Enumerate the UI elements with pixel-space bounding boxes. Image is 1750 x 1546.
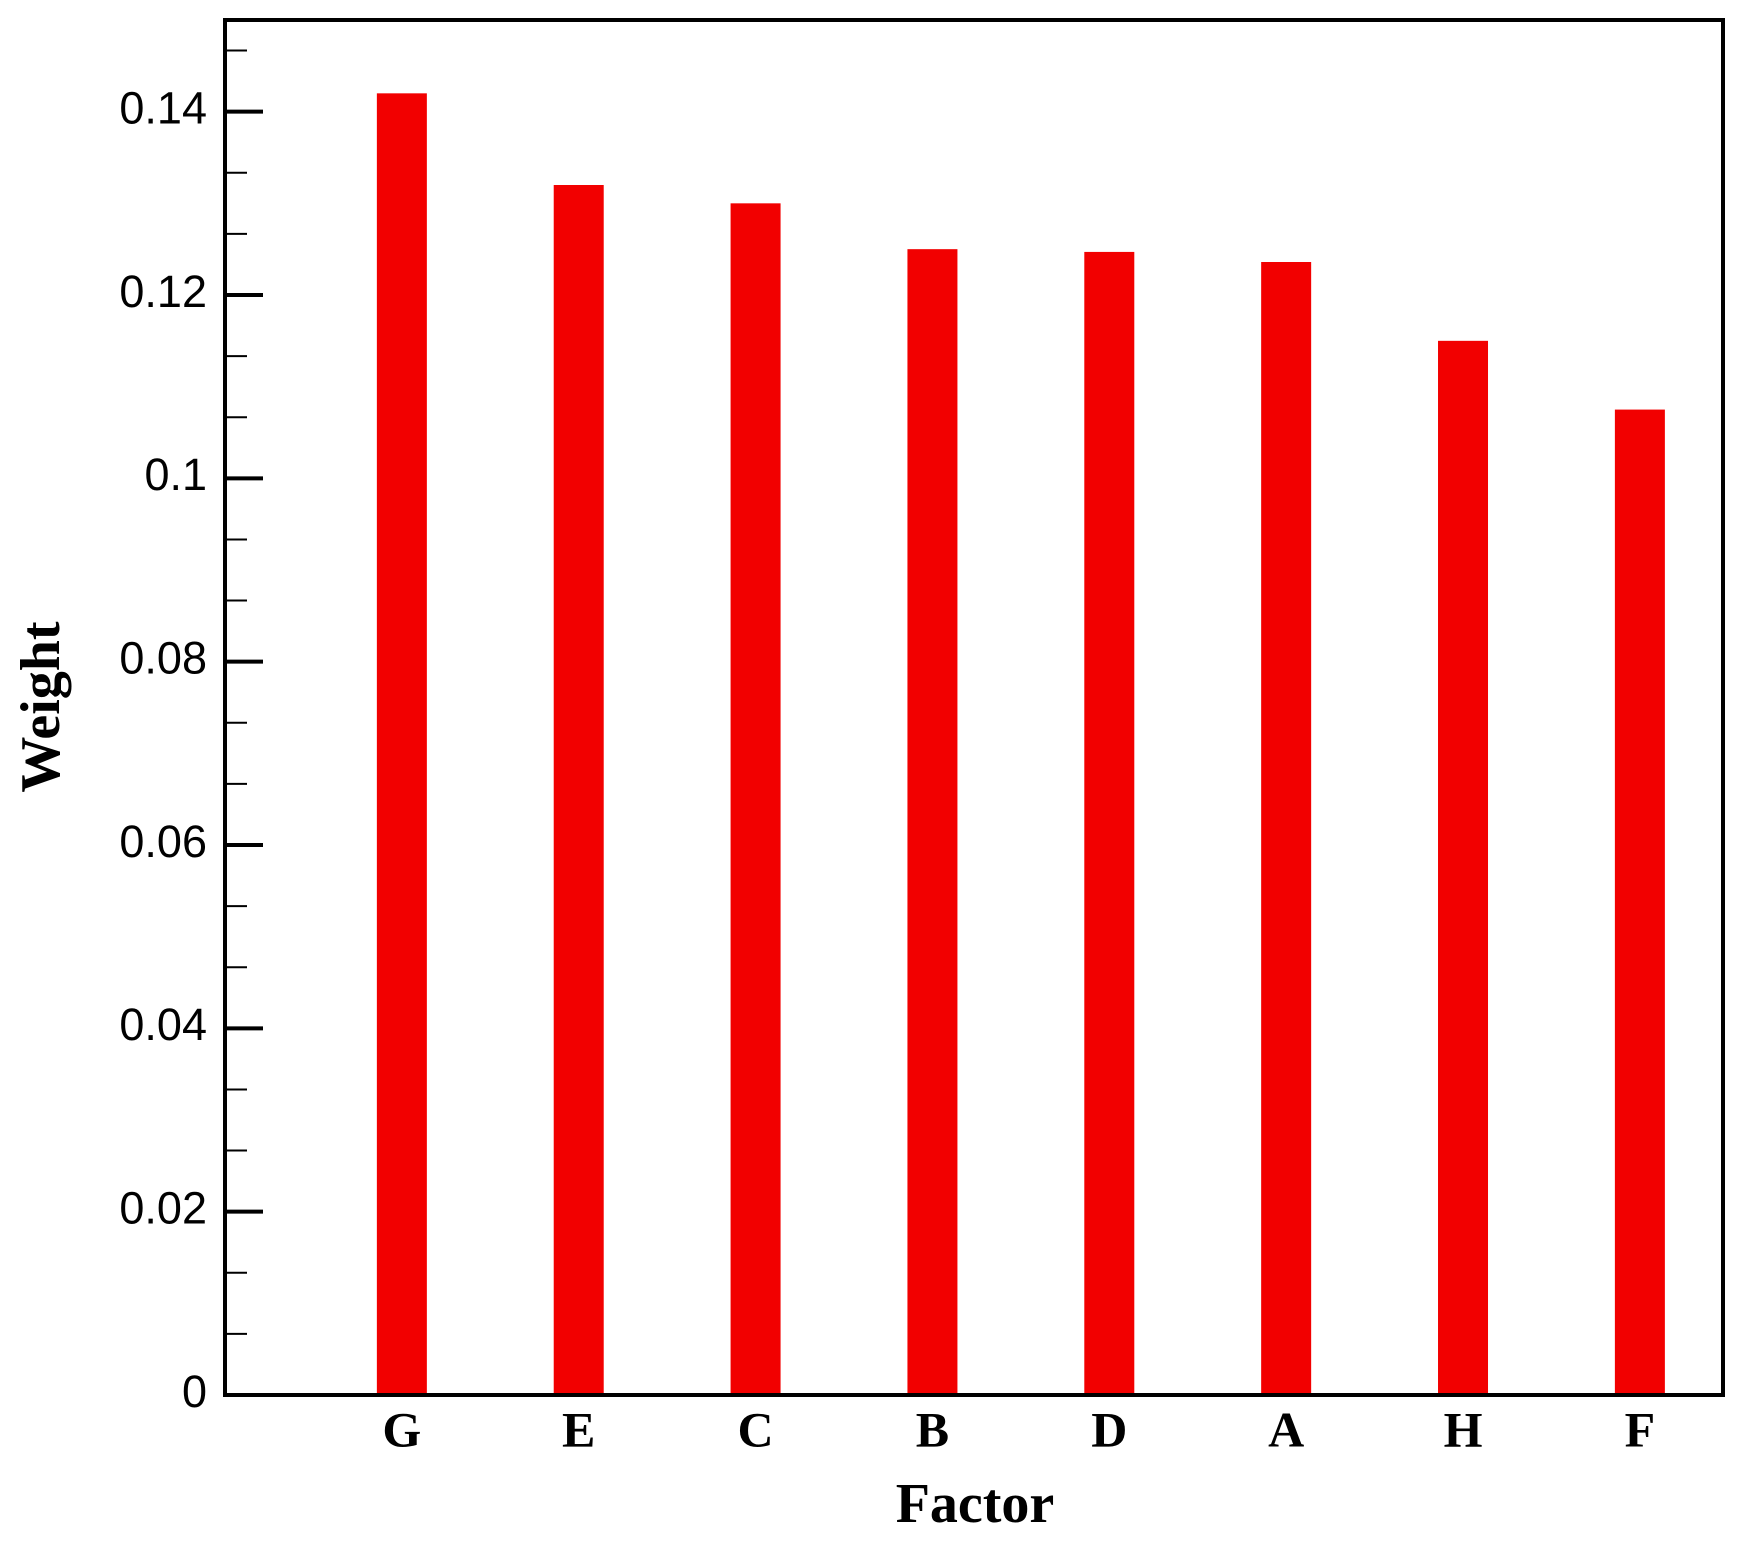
x-tick-label: E [562, 1401, 595, 1457]
y-tick-label: 0.08 [119, 633, 207, 684]
y-tick-label: 0.14 [119, 83, 207, 134]
y-tick-label: 0.02 [119, 1183, 207, 1234]
x-axis-title: Factor [896, 1473, 1055, 1535]
x-tick-label: C [738, 1401, 774, 1457]
bar [553, 185, 604, 1395]
x-tick-label: D [1091, 1401, 1127, 1457]
x-tick-label: F [1625, 1401, 1656, 1457]
y-tick-label: 0.04 [119, 999, 207, 1050]
x-tick-label: B [916, 1401, 949, 1457]
bar [730, 203, 781, 1395]
y-tick-label: 0.1 [144, 449, 207, 500]
bar [907, 249, 958, 1396]
bar [1261, 262, 1312, 1395]
bar [376, 93, 427, 1395]
bar [1614, 409, 1665, 1395]
y-tick-label: 0 [182, 1366, 207, 1417]
bar [1438, 340, 1489, 1395]
x-tick-label: H [1444, 1401, 1483, 1457]
x-tick-label: G [382, 1401, 421, 1457]
y-tick-label: 0.12 [119, 266, 207, 317]
x-tick-label: A [1268, 1401, 1304, 1457]
y-axis-title: Weight [10, 621, 72, 792]
bar [1084, 251, 1135, 1396]
plot-frame [223, 18, 1725, 1397]
y-tick-label: 0.06 [119, 816, 207, 867]
